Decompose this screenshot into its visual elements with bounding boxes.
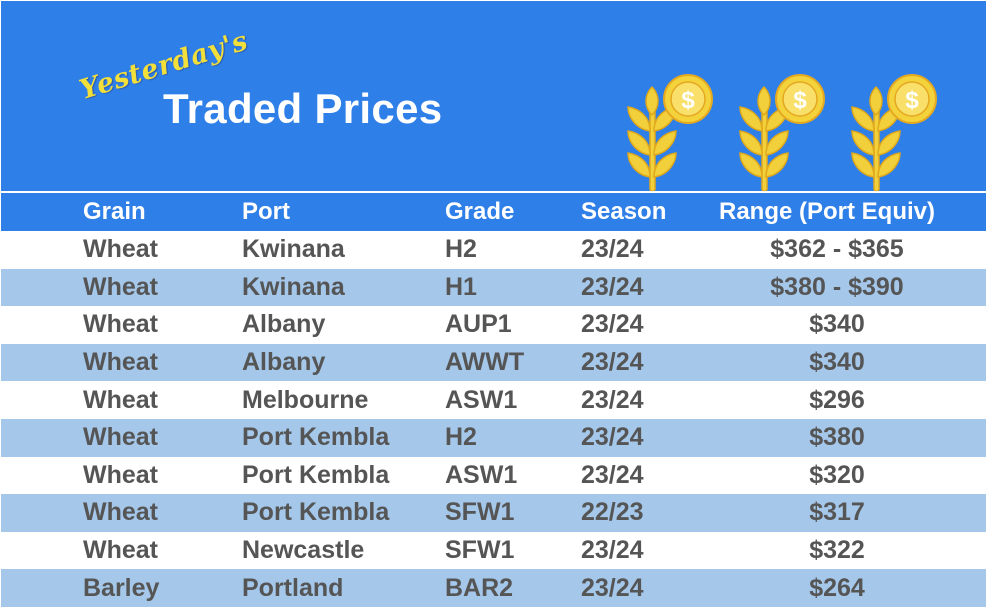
cell-port: Portland <box>242 573 344 602</box>
cell-grade: AWWT <box>445 348 525 377</box>
cell-range: $264 <box>809 573 865 602</box>
wheat-coin-icon: $ <box>846 69 946 193</box>
cell-grain: Wheat <box>83 310 158 339</box>
cell-grain: Wheat <box>83 235 158 264</box>
cell-grade: ASW1 <box>445 385 518 414</box>
table-row: Wheat Albany AUP1 23/24 $340 <box>1 306 986 344</box>
table-row: Wheat Melbourne ASW1 23/24 $296 <box>1 381 986 419</box>
cell-grade: H2 <box>445 423 477 452</box>
cell-range: $380 - $390 <box>770 272 904 301</box>
table-header-row: Grain Port Grade Season Range (Port Equi… <box>1 193 986 231</box>
cell-port: Port Kembla <box>242 460 390 489</box>
wheat-coin-icon: $ <box>622 69 722 193</box>
header-banner: Yesterday's Traded Prices $ <box>1 1 986 193</box>
table-row: Wheat Port Kembla H2 23/24 $380 <box>1 418 986 457</box>
column-header-range: Range (Port Equiv) <box>719 198 936 225</box>
cell-grade: H2 <box>445 235 477 264</box>
cell-grade: SFW1 <box>445 498 515 527</box>
wheat-coin-icon: $ <box>734 69 834 193</box>
cell-grade: ASW1 <box>445 460 518 489</box>
cell-grain: Wheat <box>83 423 158 452</box>
column-header-season: Season <box>581 198 667 225</box>
column-header-grade: Grade <box>445 198 515 225</box>
cell-grain: Wheat <box>83 498 158 527</box>
cell-season: 23/24 <box>581 272 644 301</box>
cell-range: $340 <box>809 348 865 377</box>
svg-text:$: $ <box>681 87 695 114</box>
header-divider <box>1 191 986 193</box>
cell-season: 23/24 <box>581 573 644 602</box>
cell-season: 23/24 <box>581 235 644 264</box>
table-row: Wheat Newcastle SFW1 23/24 $322 <box>1 532 986 570</box>
cell-season: 22/23 <box>581 498 644 527</box>
svg-text:$: $ <box>793 87 807 114</box>
cell-range: $362 - $365 <box>770 235 904 264</box>
table-row: Wheat Port Kembla ASW1 23/24 $320 <box>1 457 986 495</box>
cell-grade: BAR2 <box>445 573 514 602</box>
cell-port: Melbourne <box>242 385 369 414</box>
cell-range: $322 <box>809 536 865 565</box>
svg-text:$: $ <box>905 87 919 114</box>
cell-grain: Wheat <box>83 460 158 489</box>
table-row: Barley Portland BAR2 23/24 $264 <box>1 569 986 607</box>
prices-table: Grain Port Grade Season Range (Port Equi… <box>1 193 986 607</box>
table-row: Wheat Kwinana H1 23/24 $380 - $390 <box>1 268 986 307</box>
cell-season: 23/24 <box>581 460 644 489</box>
cell-season: 23/24 <box>581 385 644 414</box>
table-row: Wheat Port Kembla SFW1 22/23 $317 <box>1 494 986 532</box>
cell-port: Albany <box>242 310 326 339</box>
cell-season: 23/24 <box>581 423 644 452</box>
cell-port: Kwinana <box>242 235 345 264</box>
cell-season: 23/24 <box>581 348 644 377</box>
cell-season: 23/24 <box>581 536 644 565</box>
cell-grain: Wheat <box>83 385 158 414</box>
cell-grain: Wheat <box>83 272 158 301</box>
cell-grade: H1 <box>445 272 477 301</box>
cell-port: Albany <box>242 348 326 377</box>
cell-range: $380 <box>809 423 865 452</box>
table-row: Wheat Albany AWWT 23/24 $340 <box>1 343 986 382</box>
cell-port: Newcastle <box>242 536 365 565</box>
cell-port: Port Kembla <box>242 423 390 452</box>
page-title: Traded Prices <box>163 85 443 132</box>
cell-grain: Wheat <box>83 348 158 377</box>
cell-port: Port Kembla <box>242 498 390 527</box>
cell-grade: SFW1 <box>445 536 515 565</box>
table-row: Wheat Kwinana H2 23/24 $362 - $365 <box>1 231 986 269</box>
cell-grain: Barley <box>83 573 160 602</box>
cell-port: Kwinana <box>242 272 345 301</box>
cell-grade: AUP1 <box>445 310 512 339</box>
column-header-grain: Grain <box>83 198 146 225</box>
cell-grain: Wheat <box>83 536 158 565</box>
column-header-port: Port <box>242 198 290 225</box>
cell-range: $340 <box>809 310 865 339</box>
cell-season: 23/24 <box>581 310 644 339</box>
cell-range: $296 <box>809 385 865 414</box>
cell-range: $320 <box>809 460 865 489</box>
cell-range: $317 <box>809 498 865 527</box>
